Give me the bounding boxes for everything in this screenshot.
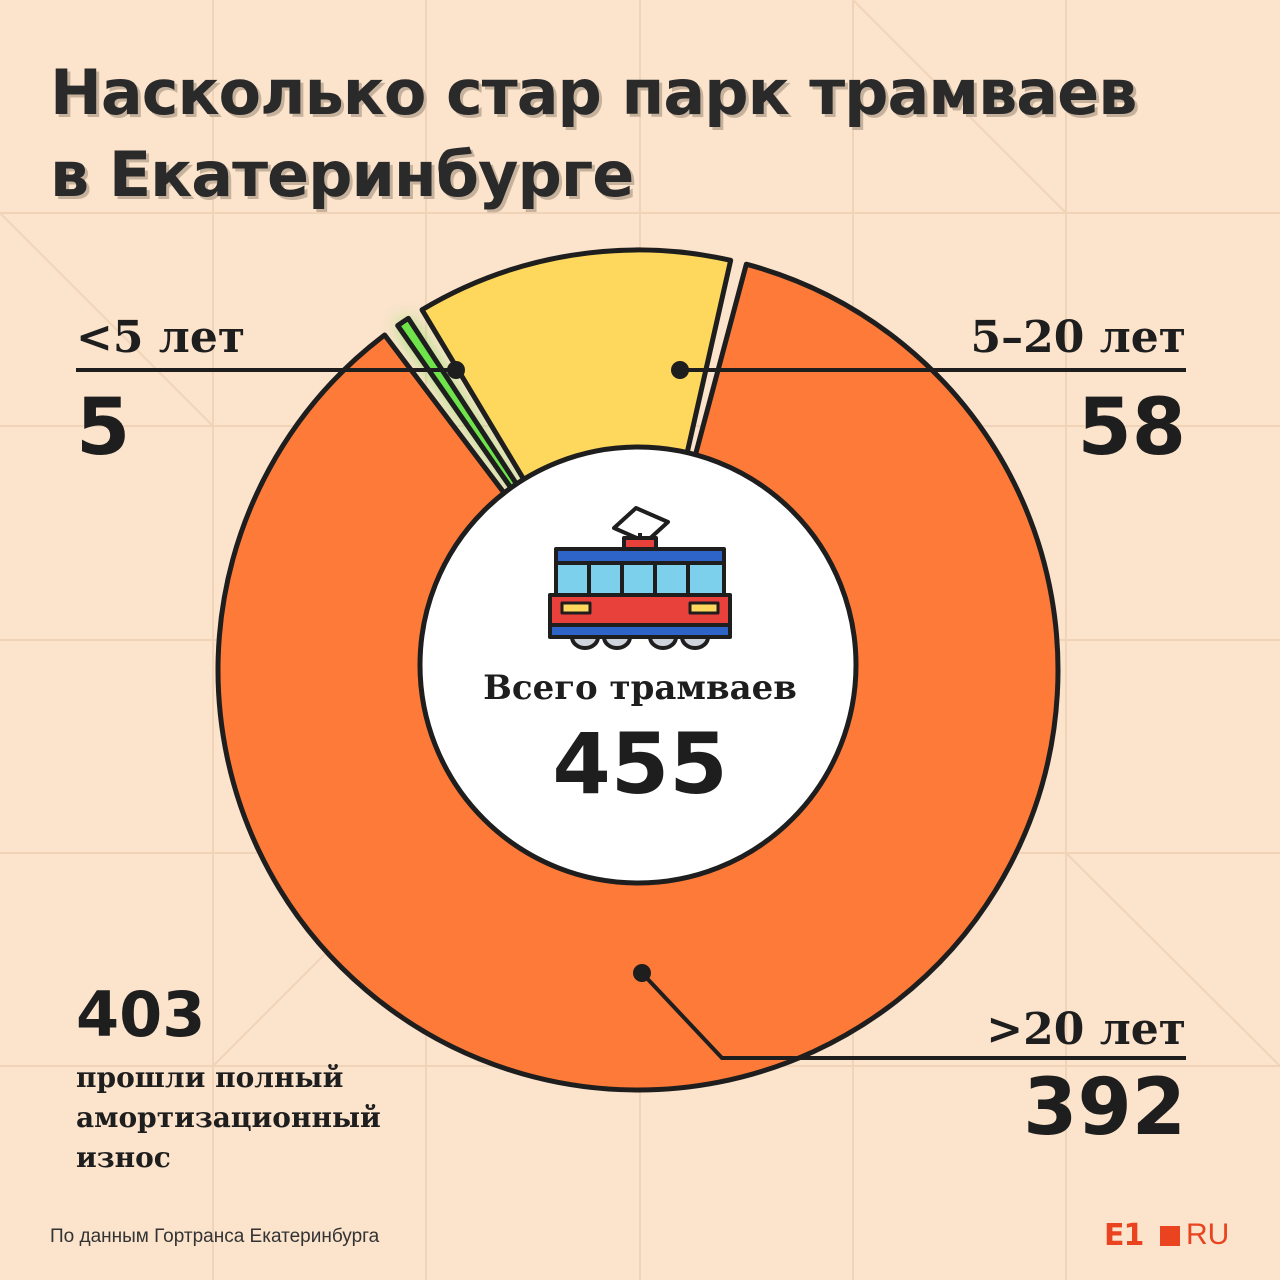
logo-ru-text: RU	[1186, 1218, 1230, 1251]
leader-dot-gt20	[633, 964, 651, 982]
label-gt20-name: >20 лет	[986, 1004, 1186, 1055]
leader-lines	[76, 361, 1186, 1060]
leader-line-gt20	[640, 971, 1186, 1060]
label-lt5-name: <5 лет	[76, 312, 246, 363]
logo-e1-text: E1	[1104, 1218, 1144, 1253]
page-title: Насколько стар парк трамваев в Екатеринб…	[50, 52, 1137, 216]
label-lt5-value: 5	[76, 383, 131, 473]
donut-hole	[417, 444, 859, 886]
center-total-value: 455	[552, 715, 728, 813]
logo-square	[1160, 1226, 1180, 1246]
leader-dot-mid	[671, 361, 689, 379]
center-total-label: Всего трамваев	[483, 668, 797, 708]
note-text: прошли полный амортизационный износ	[76, 1061, 381, 1174]
tram-icon	[548, 506, 732, 650]
title-line-1: Насколько стар парк трамваев	[50, 56, 1137, 129]
label-mid-value: 58	[1077, 383, 1186, 473]
title-line-2: в Екатеринбурге	[50, 138, 634, 211]
source-note: По данным Гортранса Екатеринбурга	[50, 1226, 380, 1247]
leader-dot-lt5	[447, 361, 465, 379]
label-mid-name: 5–20 лет	[970, 312, 1186, 363]
label-gt20-value: 392	[1023, 1063, 1186, 1153]
note-value: 403	[76, 978, 206, 1051]
